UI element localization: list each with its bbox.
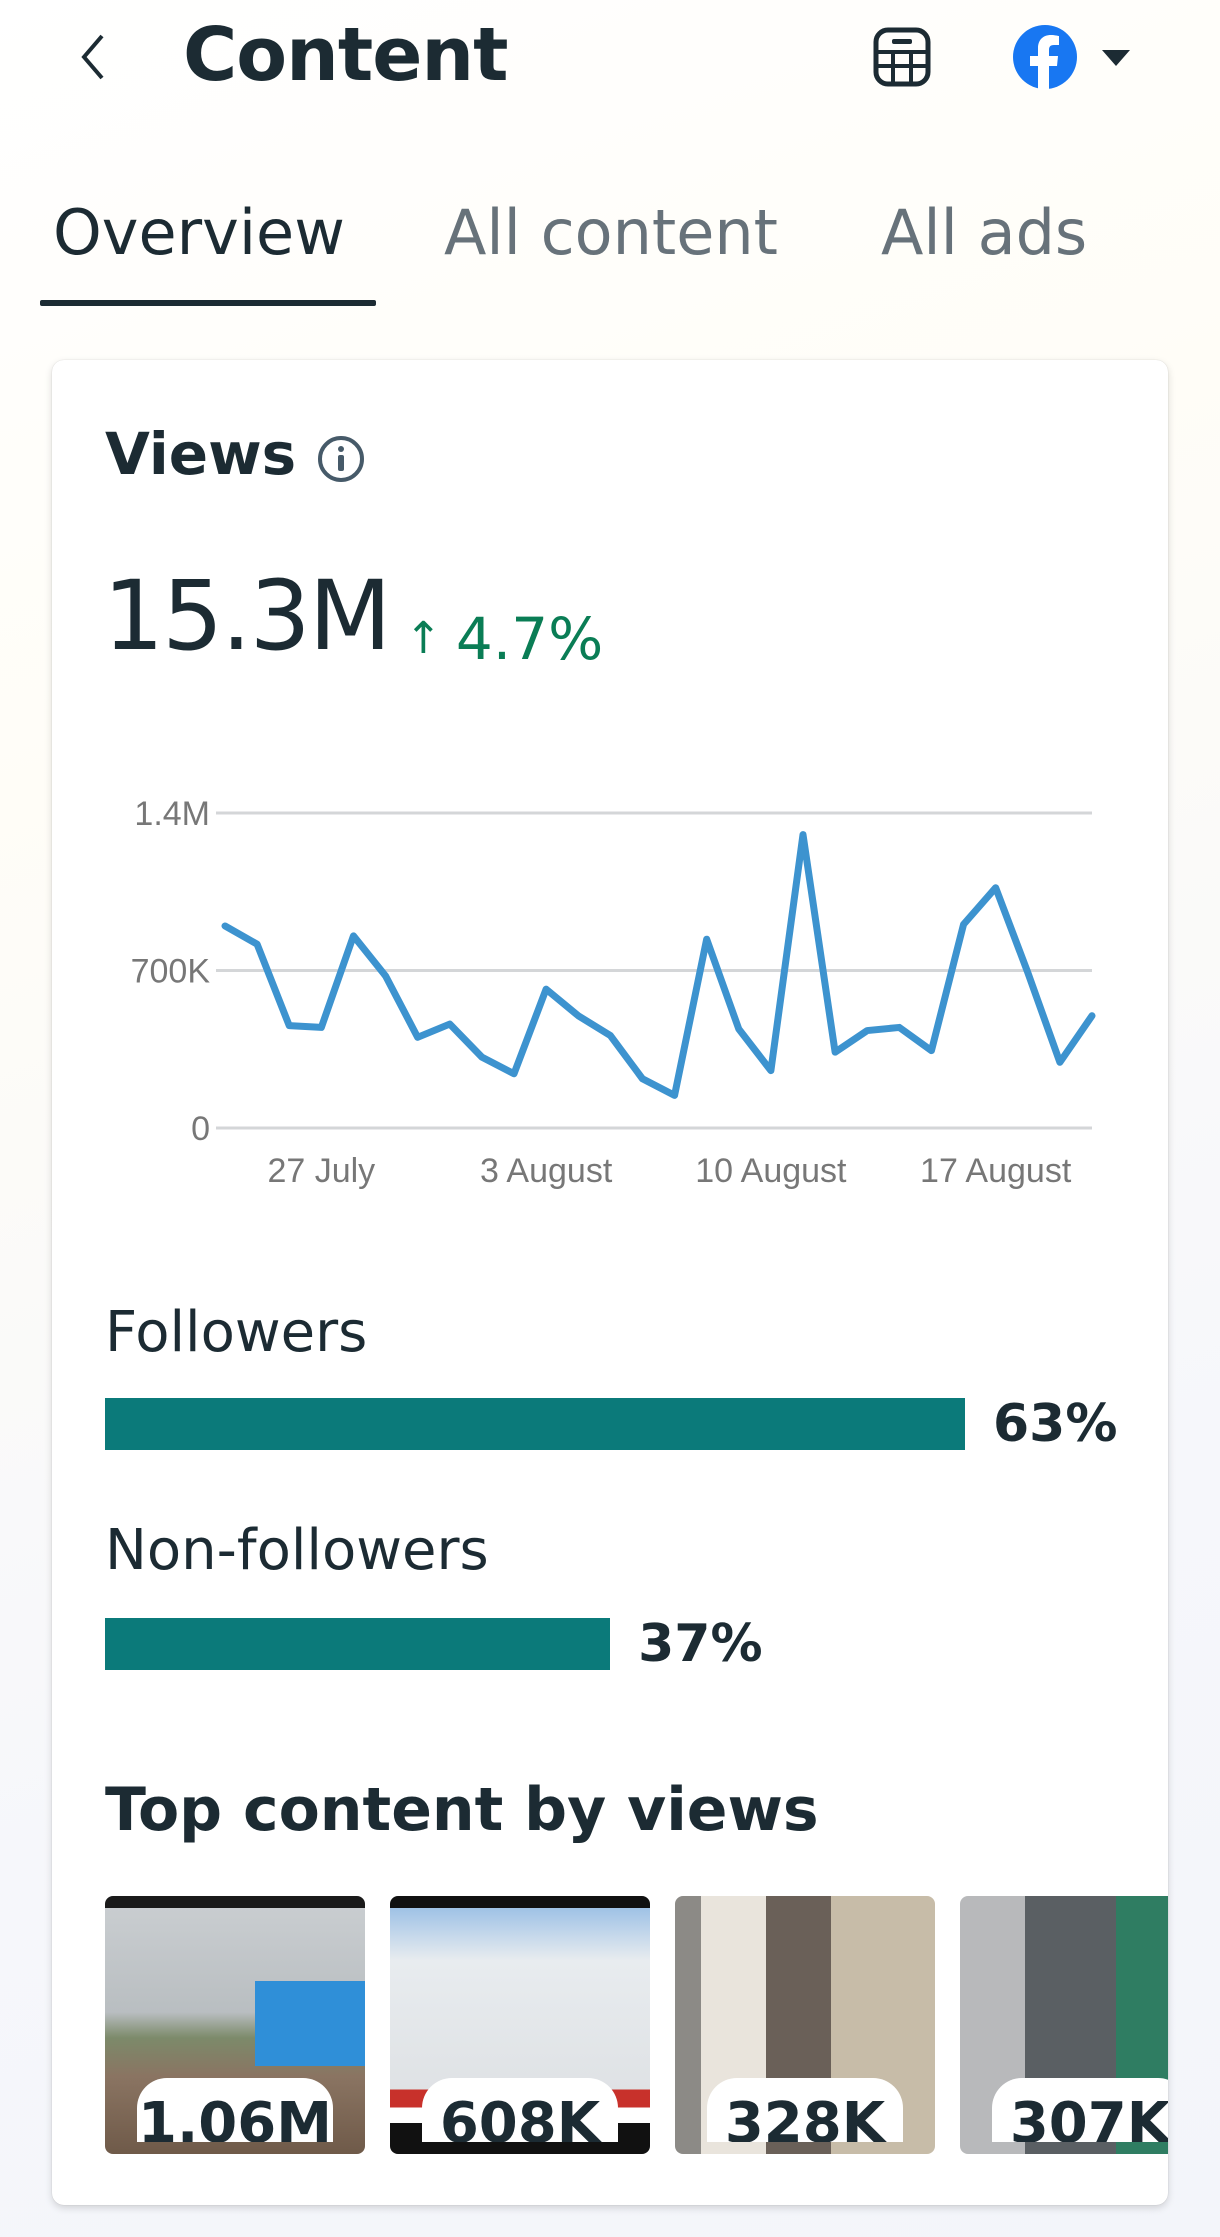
facebook-account-icon[interactable] bbox=[1012, 24, 1078, 90]
followers-bar bbox=[105, 1398, 965, 1450]
x-tick-label: 27 July bbox=[267, 1152, 375, 1190]
active-tab-indicator bbox=[40, 300, 376, 306]
content-thumbnail[interactable]: 1.06M bbox=[105, 1896, 365, 2154]
content-thumbnail[interactable]: 307K bbox=[960, 1896, 1168, 2154]
followers-percent: 63% bbox=[993, 1394, 1118, 1454]
views-count: 328K bbox=[707, 2078, 903, 2142]
views-count: 608K bbox=[422, 2078, 618, 2142]
calendar-icon[interactable] bbox=[870, 26, 934, 88]
followers-label: Followers bbox=[105, 1300, 368, 1365]
views-series-line bbox=[221, 831, 1096, 1099]
x-tick-label: 3 August bbox=[480, 1152, 613, 1190]
content-thumbnail[interactable]: 328K bbox=[675, 1896, 935, 2154]
views-count: 307K bbox=[992, 2078, 1168, 2142]
tab-all-content[interactable]: All content bbox=[444, 196, 778, 269]
tab-all-ads[interactable]: All ads bbox=[881, 196, 1088, 269]
caret-down-icon[interactable] bbox=[1100, 48, 1132, 68]
non-followers-percent: 37% bbox=[638, 1614, 763, 1674]
views-change: ↑ 4.7% bbox=[405, 605, 603, 673]
y-tick-label: 1.4M bbox=[134, 795, 210, 833]
views-title: Views bbox=[105, 420, 297, 488]
non-followers-label: Non-followers bbox=[105, 1518, 489, 1583]
non-followers-bar bbox=[105, 1618, 611, 1670]
tab-overview[interactable]: Overview bbox=[53, 196, 345, 269]
views-line-chart: 1.4M 700K 0 27 July 3 August 10 August 17 Augu… bbox=[131, 795, 1096, 1190]
x-tick-label: 17 August bbox=[920, 1152, 1072, 1190]
views-count: 1.06M bbox=[137, 2078, 333, 2142]
content-thumbnail[interactable]: 608K bbox=[390, 1896, 650, 2154]
info-icon[interactable] bbox=[316, 434, 366, 484]
views-total: 15.3M bbox=[103, 560, 392, 672]
views-change-value: 4.7% bbox=[455, 605, 604, 673]
top-content-carousel[interactable]: 1.06M 608K 328K 307K bbox=[105, 1896, 1168, 2156]
back-chevron-icon[interactable] bbox=[72, 28, 122, 86]
top-content-title: Top content by views bbox=[105, 1775, 819, 1845]
y-tick-label: 0 bbox=[191, 1110, 210, 1148]
up-arrow-icon: ↑ bbox=[405, 613, 442, 664]
thumbnail-image bbox=[255, 1981, 365, 2066]
y-tick-label: 700K bbox=[131, 953, 211, 991]
x-tick-label: 10 August bbox=[695, 1152, 847, 1190]
page-title: Content bbox=[183, 12, 508, 98]
